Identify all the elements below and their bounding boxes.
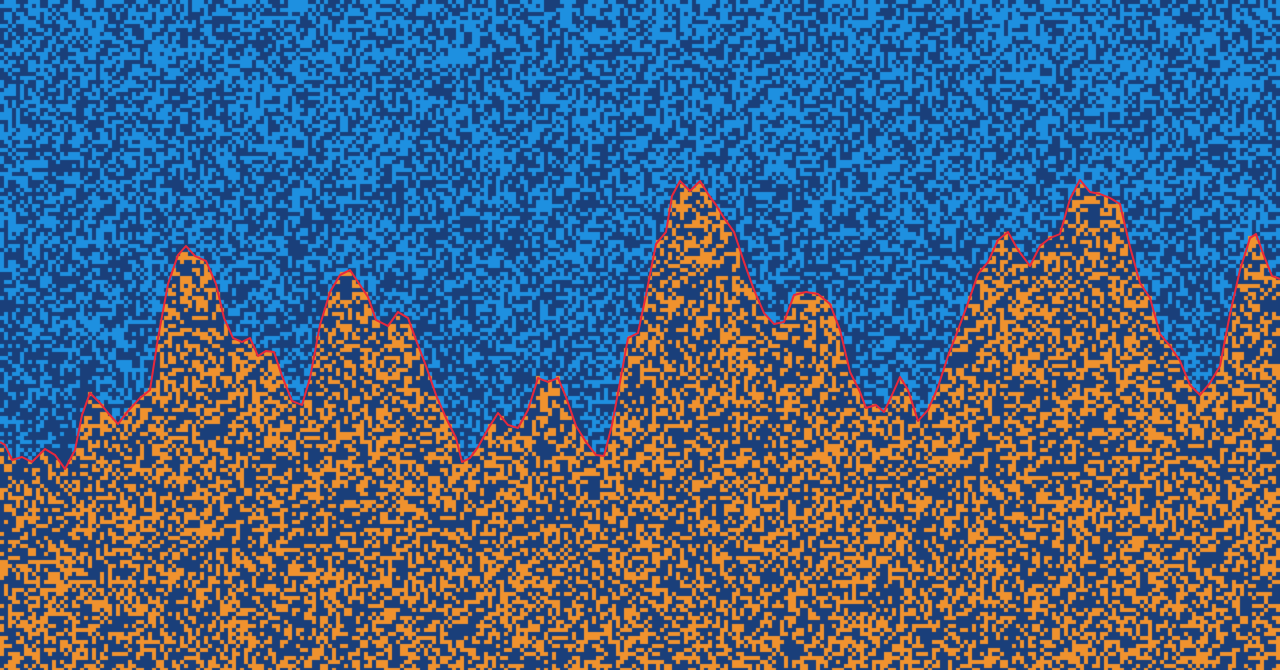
ridge-line — [0, 179, 1280, 470]
